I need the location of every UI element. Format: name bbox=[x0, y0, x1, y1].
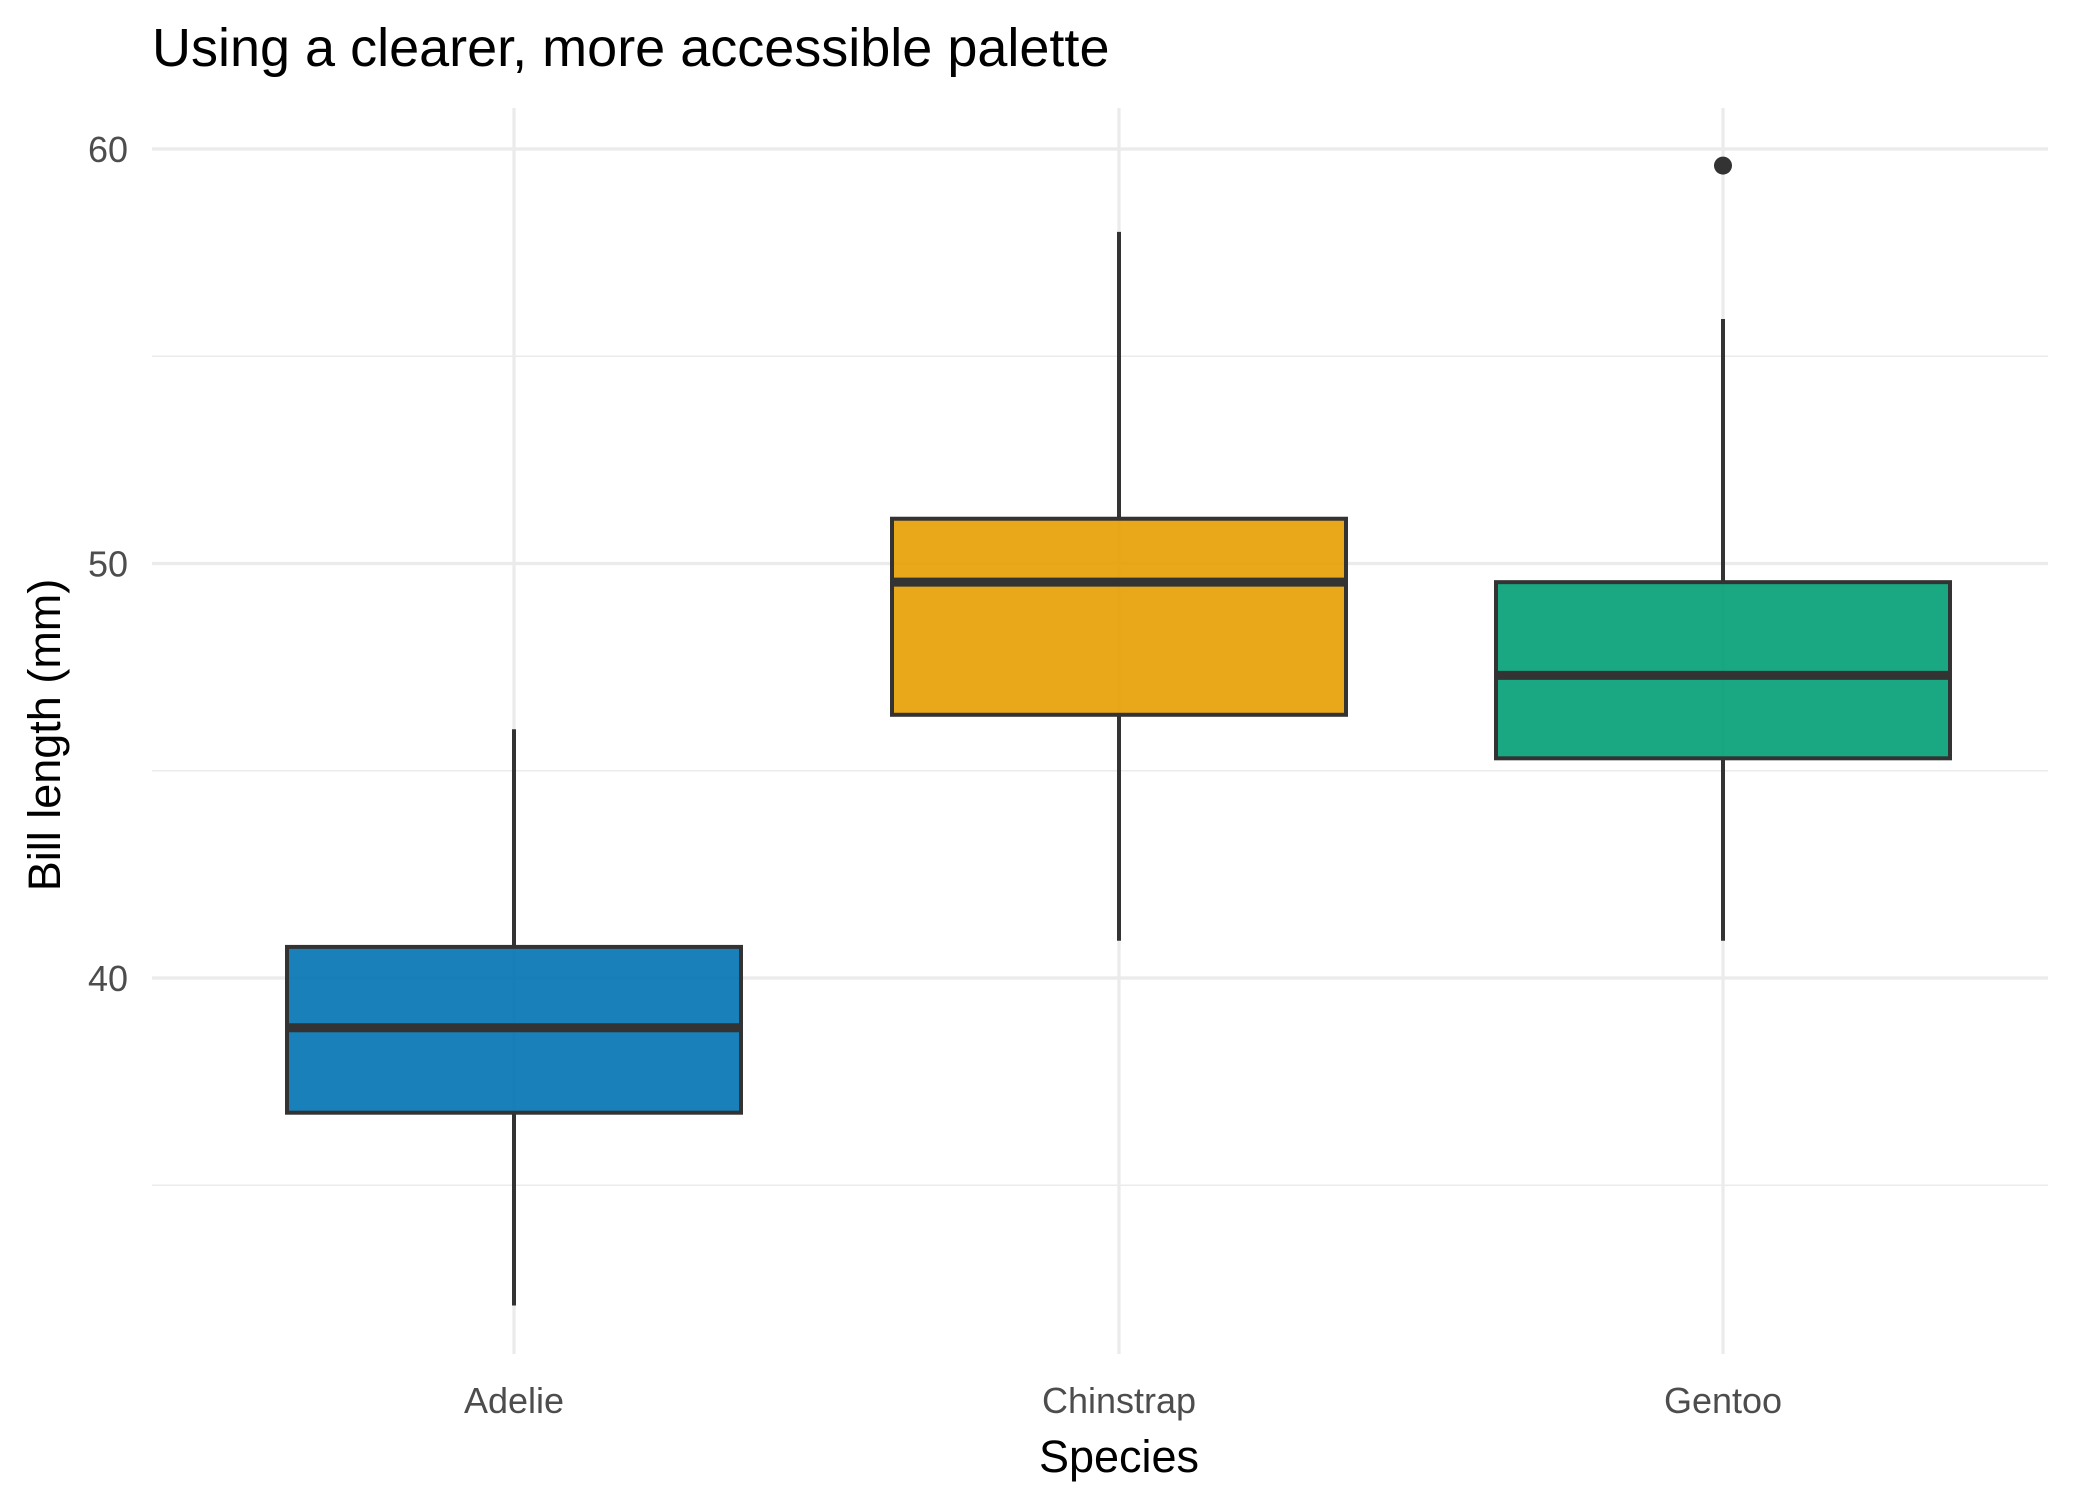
x-tick-label: Gentoo bbox=[1664, 1380, 1782, 1421]
iqr-box bbox=[890, 516, 1348, 717]
y-tick-label: 60 bbox=[88, 129, 128, 170]
x-tick-label: Chinstrap bbox=[1042, 1380, 1196, 1421]
x-axis-title: Species bbox=[1039, 1431, 1199, 1482]
y-axis-title: Bill length (mm) bbox=[19, 579, 70, 892]
box-chinstrap bbox=[890, 231, 1348, 941]
outlier-point bbox=[1714, 156, 1732, 175]
box-gentoo bbox=[1494, 156, 1952, 941]
y-tick-label: 50 bbox=[88, 544, 128, 585]
y-tick-label: 40 bbox=[88, 958, 128, 999]
boxplot-series bbox=[285, 156, 1952, 1306]
x-tick-label: Adelie bbox=[464, 1380, 564, 1421]
iqr-box bbox=[1494, 580, 1952, 761]
x-axis-ticks: Adelie Chinstrap Gentoo bbox=[464, 1380, 1782, 1421]
box-adelie bbox=[285, 729, 743, 1306]
chart-title: Using a clearer, more accessible palette bbox=[152, 18, 1109, 78]
y-axis-ticks: 40 50 60 bbox=[88, 129, 128, 999]
